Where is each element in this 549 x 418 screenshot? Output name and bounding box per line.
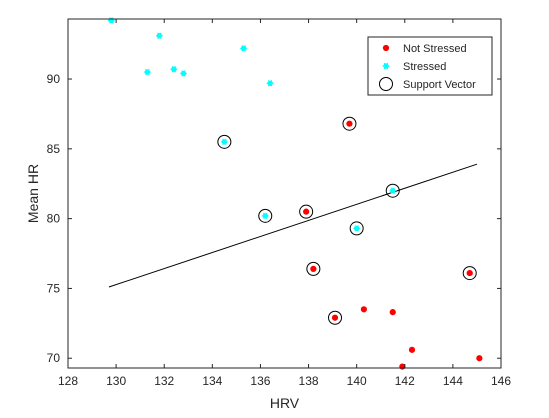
y-tick-label-75: 75 bbox=[47, 281, 61, 295]
x-tick-label-136: 136 bbox=[250, 374, 270, 388]
x-tick-label-128: 128 bbox=[58, 374, 78, 388]
legend-marker-not-stressed bbox=[382, 44, 390, 52]
support-vector-point-4 bbox=[258, 208, 273, 223]
support-vector-point-1 bbox=[217, 134, 232, 149]
x-axis-label: HRV bbox=[270, 395, 300, 411]
not-stressed-point-4 bbox=[331, 314, 339, 321]
legend: Not Stressed Stressed Support Vector bbox=[367, 36, 493, 96]
y-tick-label-80: 80 bbox=[47, 212, 61, 226]
x-tick-label-130: 130 bbox=[106, 374, 126, 388]
decision-boundary-line bbox=[108, 163, 478, 288]
stressed-point-5 bbox=[179, 70, 188, 77]
not-stressed-point-5 bbox=[360, 306, 367, 313]
legend-marker-stressed bbox=[382, 62, 390, 70]
x-tick-label-138: 138 bbox=[299, 374, 319, 388]
series-support-vector bbox=[217, 116, 477, 325]
legend-marker-stressed-star bbox=[382, 62, 390, 70]
stressed-point-4-star bbox=[170, 66, 178, 73]
y-axis-label: Mean HR bbox=[25, 164, 41, 223]
series-not-stressed bbox=[303, 120, 483, 370]
x-tick-label-146: 146 bbox=[491, 374, 511, 388]
not-stressed-point-6 bbox=[389, 309, 396, 316]
axes: 128 130 132 134 136 138 140 142 144 146 70 75 80 85 90 bbox=[47, 18, 511, 388]
y-tick-label-85: 85 bbox=[47, 142, 61, 156]
support-vector-point-8 bbox=[328, 310, 343, 325]
stressed-point-9 bbox=[261, 212, 269, 220]
not-stressed-point-10 bbox=[476, 355, 483, 362]
stressed-point-2 bbox=[155, 32, 164, 39]
support-vector-point-9 bbox=[462, 266, 477, 281]
support-vector-point-7 bbox=[306, 261, 321, 276]
stressed-point-8 bbox=[220, 138, 229, 146]
x-tick-label-142: 142 bbox=[395, 374, 415, 388]
not-stressed-point-1 bbox=[346, 120, 353, 127]
stressed-point-2-star bbox=[155, 32, 164, 39]
stressed-point-6-star bbox=[239, 45, 248, 52]
stressed-point-11-star bbox=[389, 187, 397, 194]
stressed-point-4 bbox=[170, 66, 178, 73]
stressed-point-9-star bbox=[261, 212, 269, 220]
support-vector-point-3 bbox=[299, 204, 314, 219]
stressed-point-7 bbox=[266, 80, 274, 87]
legend-label-not-stressed: Not Stressed bbox=[403, 43, 467, 55]
y-tick-label-90: 90 bbox=[47, 72, 61, 86]
stressed-point-5-star bbox=[179, 70, 188, 77]
not-stressed-point-3 bbox=[310, 265, 317, 272]
not-stressed-point-2 bbox=[303, 208, 310, 215]
stressed-point-6 bbox=[239, 45, 248, 52]
stressed-point-10-star bbox=[352, 225, 361, 232]
x-tick-label-140: 140 bbox=[347, 374, 367, 388]
legend-marker-support-vector bbox=[379, 77, 393, 91]
stressed-point-7-star bbox=[266, 80, 274, 87]
stressed-point-11 bbox=[389, 187, 397, 194]
legend-label-support-vector: Support Vector bbox=[403, 79, 476, 91]
support-vector-point-2 bbox=[342, 116, 357, 131]
stressed-point-10 bbox=[352, 225, 361, 232]
support-vector-point-5 bbox=[385, 183, 400, 198]
not-stressed-point-7 bbox=[408, 346, 416, 353]
stressed-point-3-star bbox=[143, 68, 152, 76]
y-tick-label-70: 70 bbox=[47, 351, 61, 365]
axes-box bbox=[67, 18, 502, 369]
stressed-point-3 bbox=[143, 68, 152, 76]
legend-label-stressed: Stressed bbox=[403, 61, 446, 73]
x-tick-label-134: 134 bbox=[202, 374, 222, 388]
x-tick-label-132: 132 bbox=[154, 374, 174, 388]
support-vector-point-6 bbox=[349, 221, 364, 236]
stressed-point-8-star bbox=[220, 138, 229, 146]
not-stressed-point-9 bbox=[466, 269, 473, 277]
x-tick-label-144: 144 bbox=[443, 374, 463, 388]
